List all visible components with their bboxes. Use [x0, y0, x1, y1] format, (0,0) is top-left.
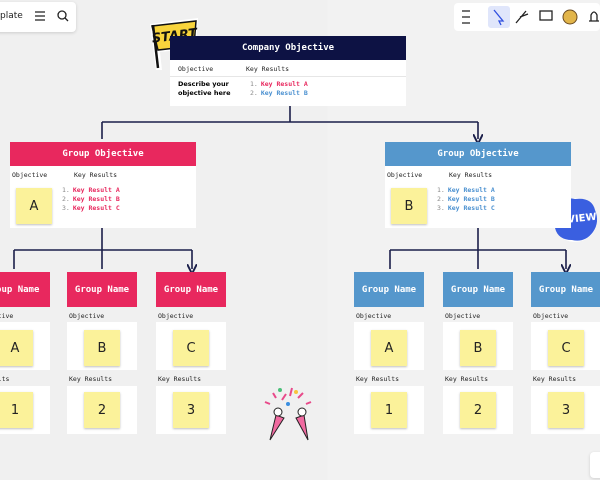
group-objective-card: Objective Key Results A 1. Key Result A 2. Key…: [10, 166, 196, 228]
group-name-header: Group Name: [443, 272, 513, 307]
sticky-note: B: [460, 330, 496, 366]
objective-label: Objective: [356, 312, 392, 320]
company-objective-header: Company Objective: [170, 36, 406, 60]
key-result-text: Key Result A: [260, 80, 308, 88]
sticky-note: B: [84, 330, 120, 366]
key-results-label: Key Results: [533, 375, 577, 383]
key-result-number: 2.: [250, 89, 258, 97]
group-name-header: Group Name: [354, 272, 424, 307]
sticky-note: 2: [460, 392, 496, 428]
key-result: 1. Key Result A: [62, 186, 120, 194]
key-result-number: 2.: [437, 195, 445, 203]
key-result-text: Key Result B: [72, 195, 120, 203]
key-result-number: 3.: [62, 204, 70, 212]
toolbar-right: [454, 3, 600, 31]
sticky-note: 1: [371, 392, 407, 428]
key-results-label: Results: [0, 375, 10, 383]
key-result: 3. Key Result C: [437, 204, 495, 212]
key-result-text: Key Result B: [447, 195, 495, 203]
objective-label: Objective: [12, 171, 48, 179]
key-result-text: Key Result A: [72, 186, 120, 194]
key-result: 3. Key Result C: [62, 204, 120, 212]
key-results-label: Key Results: [246, 65, 290, 73]
board-name[interactable]: plate: [0, 11, 23, 21]
sticky-note: 1: [0, 392, 33, 428]
key-results-label: Key Results: [445, 375, 489, 383]
company-objective-card: Objective Key Results Describe your object…: [170, 60, 406, 106]
notifications-button[interactable]: [589, 11, 599, 22]
user-avatar[interactable]: [562, 9, 578, 25]
objective-label: Objective: [533, 312, 569, 320]
key-results-label: Key Results: [356, 375, 400, 383]
toolbar-icons: [35, 3, 600, 31]
key-result-text: Key Result C: [447, 204, 495, 212]
key-results-label: Key Results: [74, 171, 118, 179]
objective-label: Objective: [178, 65, 214, 73]
sticky-note: B: [391, 188, 427, 224]
key-result-number: 1.: [250, 80, 258, 88]
group-name-header: Group Name: [531, 272, 600, 307]
sticky-note: 3: [548, 392, 584, 428]
key-result: 2. Key Result B: [62, 195, 120, 203]
toolbar-left: [0, 2, 76, 32]
menu-button[interactable]: [35, 11, 45, 21]
objective-label: Objective: [445, 312, 481, 320]
group-name-header: Group Name: [156, 272, 226, 307]
key-result-text: Key Result A: [447, 186, 495, 194]
sticky-note: C: [548, 330, 584, 366]
key-result-number: 1.: [437, 186, 445, 194]
key-result: 2. Key Result B: [250, 89, 308, 97]
sticky-note: 3: [173, 392, 209, 428]
objective-label: Objective: [158, 312, 194, 320]
sticky-note: A: [16, 188, 52, 224]
group-name-header: Group Name: [67, 272, 137, 307]
key-result-number: 1.: [62, 186, 70, 194]
sticky-note: A: [371, 330, 407, 366]
group-objective-header: Group Objective: [10, 142, 196, 166]
tools-button[interactable]: [462, 10, 470, 24]
key-result-number: 2.: [62, 195, 70, 203]
zoom-control[interactable]: [590, 452, 600, 478]
comments-button[interactable]: [539, 10, 553, 21]
objective-label: bjective: [0, 312, 14, 320]
reactions-button[interactable]: [515, 10, 529, 24]
key-result: 1. Key Result A: [250, 80, 308, 88]
sticky-note: C: [173, 330, 209, 366]
objective-label: Objective: [69, 312, 105, 320]
key-results-label: Key Results: [449, 171, 493, 179]
key-result: 1. Key Result A: [437, 186, 495, 194]
group-objective-card: Objective Key Results B 1. Key Result A 2. Key…: [385, 166, 571, 228]
group-objective-header: Group Objective: [385, 142, 571, 166]
key-result-text: Key Result C: [72, 204, 120, 212]
objective-text: Describe your objective here: [178, 80, 231, 97]
objective-label: Objective: [387, 171, 423, 179]
divider: [170, 76, 406, 77]
key-result-text: Key Result B: [260, 89, 308, 97]
sticky-note: 2: [84, 392, 120, 428]
celebration-icon: [264, 387, 312, 441]
key-results-label: Key Results: [69, 375, 113, 383]
select-button[interactable]: [493, 9, 505, 26]
search-button[interactable]: [57, 10, 67, 20]
key-result: 2. Key Result B: [437, 195, 495, 203]
sticky-note: A: [0, 330, 33, 366]
key-results-label: Key Results: [158, 375, 202, 383]
key-result-number: 3.: [437, 204, 445, 212]
group-name-header: roup Name: [0, 272, 50, 307]
connector-lines: [13, 106, 566, 269]
